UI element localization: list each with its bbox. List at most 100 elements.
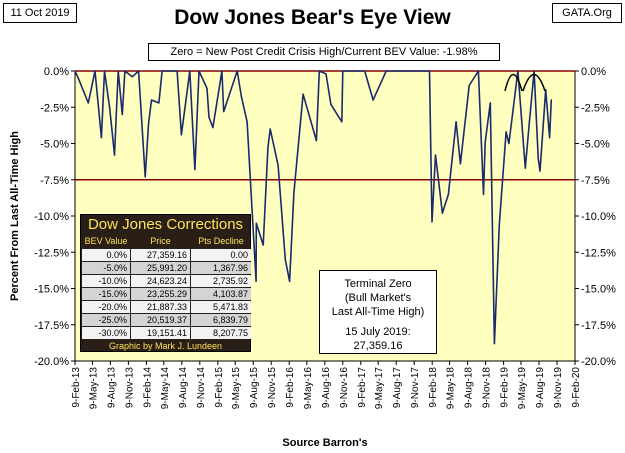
- x-tick-label: 9-Nov-19: [553, 367, 564, 409]
- corrections-cell: 19,151.41: [131, 327, 190, 339]
- x-tick-label: 9-Nov-14: [196, 367, 207, 409]
- series-point: [117, 70, 119, 72]
- series-point: [212, 126, 214, 129]
- series-point: [482, 193, 485, 195]
- series-point: [269, 128, 271, 130]
- series-point: [240, 96, 243, 98]
- corrections-cell: 27,359.16: [131, 249, 190, 261]
- y-tick-label-right: -20.0%: [581, 356, 616, 368]
- series-point: [484, 141, 486, 143]
- x-tick-label: 9-May-19: [517, 367, 528, 410]
- date-label: 11 Oct 2019: [3, 3, 77, 23]
- series-point: [171, 70, 173, 72]
- series-point: [533, 70, 535, 72]
- series-point: [284, 258, 286, 261]
- series-point: [288, 280, 291, 282]
- series-point: [539, 170, 541, 172]
- series-point: [493, 343, 496, 345]
- corrections-header: BEV Value: [84, 236, 128, 246]
- y-tick-label-right: 0.0%: [581, 66, 606, 78]
- series-point: [87, 102, 89, 104]
- series-point: [293, 192, 295, 194]
- series-point: [144, 176, 146, 178]
- y-tick-label-right: -10.0%: [581, 211, 616, 223]
- series-point: [431, 221, 433, 223]
- x-tick-label: 9-Feb-17: [357, 367, 368, 408]
- y-tick-label-right: -7.5%: [581, 175, 610, 187]
- series-point: [103, 70, 106, 72]
- corrections-cell: 0.0%: [82, 249, 130, 261]
- series-point: [267, 147, 269, 149]
- terminal-line: 27,359.16: [353, 340, 403, 352]
- series-point: [302, 93, 304, 95]
- series-point: [517, 70, 519, 72]
- x-tick-label: 9-Nov-15: [267, 367, 278, 409]
- x-tick-label: 9-Feb-18: [428, 367, 439, 408]
- terminal-zero-box: Terminal Zero (Bull Market's Last All-Ti…: [319, 270, 437, 354]
- corrections-cell: 4,103.87: [191, 288, 251, 300]
- series-point: [364, 70, 366, 72]
- series-point: [147, 122, 150, 124]
- series-point: [468, 84, 470, 87]
- corrections-cell: 8,207.75: [191, 327, 251, 339]
- corrections-cell: 0.00: [191, 249, 251, 261]
- corrections-table-title: Dow Jones Corrections: [87, 216, 244, 233]
- y-axis-label: Percent From Last All-Time High: [9, 131, 21, 301]
- chart-subtitle: Zero = New Post Credit Crisis High/Curre…: [148, 43, 500, 61]
- series-point: [246, 121, 248, 123]
- x-tick-label: 9-May-18: [446, 367, 457, 410]
- series-point: [330, 103, 332, 105]
- series-point: [342, 70, 344, 72]
- series-point: [78, 79, 80, 81]
- x-tick-label: 9-Feb-19: [500, 367, 511, 408]
- series-point: [180, 134, 183, 136]
- x-tick-label: 9-May-16: [303, 367, 314, 410]
- y-tick-label: 0.0%: [44, 66, 69, 78]
- series-point: [124, 70, 126, 72]
- series-point: [262, 244, 264, 246]
- y-tick-label: -20.0%: [34, 356, 69, 368]
- corrections-cell: 6,839.79: [191, 314, 251, 326]
- series-point: [131, 76, 133, 78]
- chart-title: Dow Jones Bear's Eye View: [174, 6, 451, 29]
- x-tick-label: 9-Aug-16: [321, 367, 332, 409]
- series-point: [550, 99, 552, 101]
- y-tick-label-right: -2.5%: [581, 102, 610, 114]
- terminal-line: Terminal Zero: [344, 278, 412, 290]
- x-tick-label: 9-Aug-15: [249, 367, 260, 409]
- series-point: [477, 70, 479, 72]
- y-tick-label-right: -17.5%: [581, 320, 616, 332]
- series-point: [447, 193, 450, 195]
- x-tick-label: 9-Feb-13: [71, 367, 82, 408]
- series-point: [548, 137, 551, 139]
- series-point: [341, 121, 343, 123]
- x-tick-label: 9-Nov-13: [124, 367, 135, 409]
- series-point: [528, 121, 531, 123]
- series-point: [255, 280, 257, 282]
- x-tick-label: 9-May-15: [231, 367, 242, 410]
- series-point: [537, 157, 539, 159]
- corrections-cell: 20,519.37: [131, 314, 190, 326]
- series-point: [121, 113, 123, 116]
- series-point: [455, 121, 457, 123]
- series-point: [508, 142, 510, 145]
- series-point: [161, 70, 163, 72]
- terminal-line: 15 July 2019:: [345, 326, 411, 338]
- corrections-cell: -15.0%: [82, 288, 130, 300]
- x-tick-label: 9-Aug-19: [535, 367, 546, 409]
- y-tick-label-right: -15.0%: [581, 284, 616, 296]
- y-tick-label: -10.0%: [34, 211, 69, 223]
- series-point: [357, 70, 359, 72]
- y-tick-label-right: -5.0%: [581, 139, 610, 151]
- corrections-cell: 25,991.20: [131, 262, 190, 274]
- series-point: [413, 70, 415, 72]
- corrections-cell: 21,887.33: [131, 301, 190, 313]
- series-point: [137, 70, 140, 72]
- x-tick-label: 9-Aug-14: [178, 367, 189, 409]
- y-tick-label: -2.5%: [40, 102, 69, 114]
- series-point: [315, 140, 317, 142]
- series-point: [100, 137, 103, 139]
- series-point: [221, 70, 223, 72]
- series-point: [94, 70, 96, 72]
